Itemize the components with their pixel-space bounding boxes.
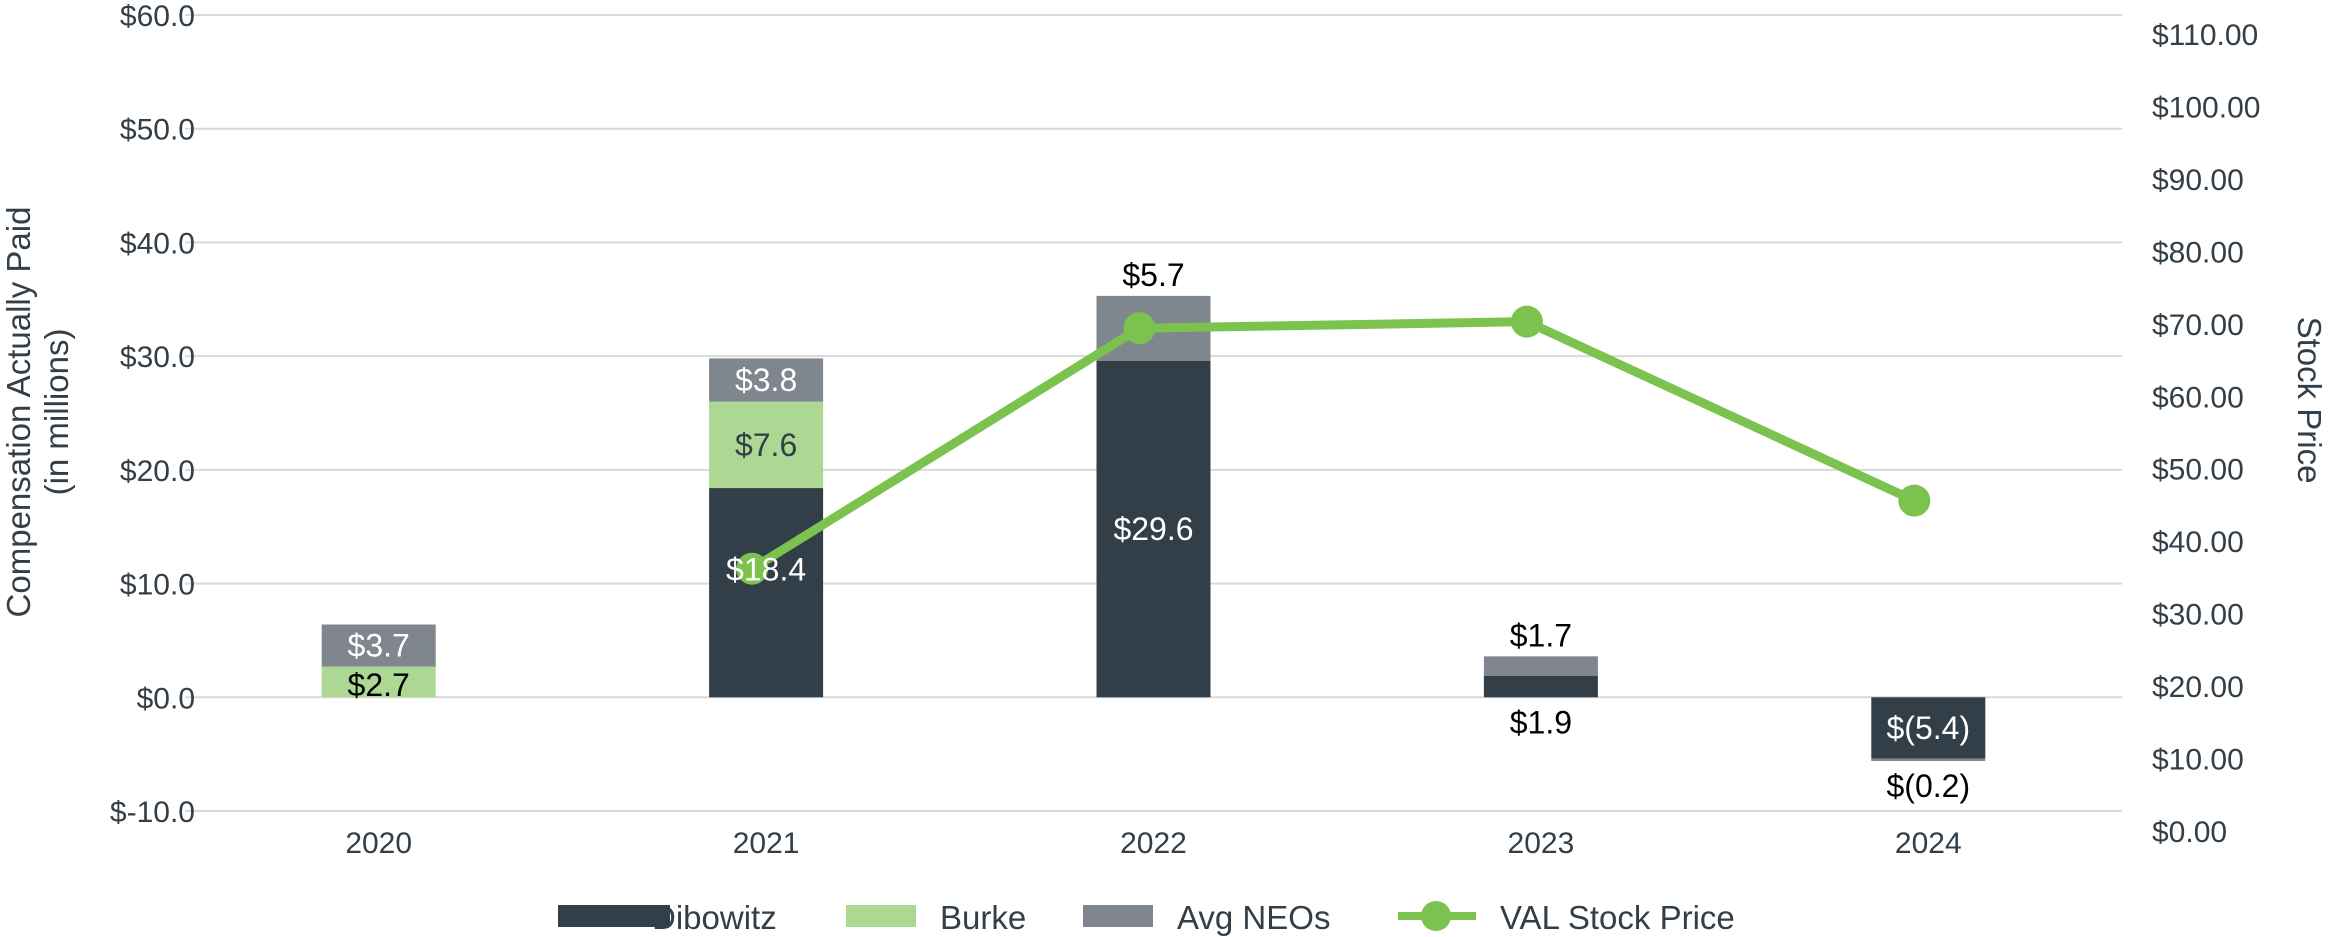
y-tick-label-7: $60.0 [120, 0, 195, 33]
x-tick-label-2024: 2024 [1895, 827, 1962, 860]
y-tick-label-5: $40.0 [120, 227, 195, 260]
y2-tick-label-6: $60.00 [2152, 381, 2244, 414]
y-tick-label-3: $20.0 [120, 455, 195, 488]
y-tick-label-1: $0.0 [137, 682, 195, 715]
y2-tick-label-0: $0.00 [2152, 816, 2227, 849]
x-tick-label-2023: 2023 [1508, 827, 1575, 860]
bar-avg-neos-2020 [321, 624, 436, 667]
bar-dibowitz-2022 [1096, 360, 1211, 698]
legend-label-avg-neos: Avg NEOs [1177, 899, 1330, 936]
data-label-dibowitz-2024: $(5.4) [1887, 710, 1971, 746]
y2-tick-label-8: $80.00 [2152, 236, 2244, 269]
stock-price-polyline [749, 317, 1917, 573]
legend-label-stock-price: VAL Stock Price [1500, 899, 1735, 936]
legend-swatch-dibowitz [558, 905, 670, 927]
y2-tick-label-2: $20.00 [2152, 671, 2244, 704]
y2-tick-label-11: $110.00 [2152, 19, 2258, 52]
stock-price-point-2 [1510, 305, 1543, 338]
stock-price-point-1 [1123, 312, 1156, 345]
data-label-avg-neos-2023: $1.7 [1510, 617, 1572, 653]
data-label-avg-neos-2020: $3.7 [348, 628, 410, 664]
y-tick-label-0: $-10.0 [110, 796, 195, 829]
bar-burke-2021 [709, 401, 824, 489]
y2-tick-label-1: $10.00 [2152, 744, 2244, 777]
data-label-dibowitz-2023: $1.9 [1510, 704, 1572, 740]
stock-price-point-3 [1898, 484, 1931, 517]
x-tick-label-2021: 2021 [733, 827, 800, 860]
y2-tick-label-9: $90.00 [2152, 164, 2244, 197]
data-label-burke-2021: $7.6 [735, 427, 797, 463]
y2-tick-label-4: $40.00 [2152, 526, 2244, 559]
data-label-burke-2020: $2.7 [348, 667, 410, 703]
y-axis-title-line2: (in millions) [38, 329, 75, 496]
legend-marker-stock-price [1421, 901, 1451, 931]
y2-tick-label-5: $50.00 [2152, 454, 2244, 487]
bar-avg-neos-2024 [1871, 758, 1986, 761]
x-tick-label-2020: 2020 [345, 827, 412, 860]
data-label-avg-neos-2021: $3.8 [735, 362, 797, 398]
bar-dibowitz-2024 [1871, 697, 1986, 759]
stock-price-line [736, 305, 1931, 585]
data-label-dibowitz-2021: $18.4 [726, 552, 806, 588]
left-axis-ticks: $-10.0 $0.0 $10.0 $20.0 $30.0 $40.0 $50.0 $60.0 [110, 0, 195, 829]
data-label-avg-neos-2022: $5.7 [1122, 257, 1184, 293]
legend-label-dibowitz: Dibowitz [652, 899, 777, 936]
y-tick-label-4: $30.0 [120, 341, 195, 374]
bar-dibowitz-2023 [1483, 675, 1598, 698]
y-axis-title: Compensation Actually Paid [0, 207, 37, 618]
legend: Dibowitz Burke Avg NEOs VAL Stock Price [558, 899, 1735, 936]
data-label-dibowitz-2022: $29.6 [1113, 511, 1193, 547]
bar-dibowitz-2021 [709, 488, 824, 698]
legend-swatch-avg-neos [1083, 905, 1153, 927]
legend-swatch-burke [846, 905, 916, 927]
x-tick-label-2022: 2022 [1120, 827, 1187, 860]
y2-tick-label-7: $70.00 [2152, 309, 2244, 342]
bar-avg-neos-2021 [709, 358, 824, 402]
data-labels: $2.7$3.7 $18.4 $7.6 $3.8 $29.6 $5.7 $1.9 $1.7 $(… [348, 257, 1971, 804]
data-label-avg-neos-2024: $(0.2) [1887, 768, 1971, 804]
stock-price-point-0 [736, 552, 769, 585]
bar-avg-neos-2023 [1483, 656, 1598, 676]
x-axis-ticks: 2020 2021 2022 2023 2024 [345, 827, 1961, 860]
y2-tick-label-10: $100.00 [2152, 91, 2260, 124]
y-tick-label-2: $10.0 [120, 569, 195, 602]
stacked-bars [321, 295, 1986, 761]
bar-burke-2020 [321, 666, 436, 698]
right-axis-ticks: $0.00 $10.00 $20.00 $30.00 $40.00 $50.00 $60.0… [2152, 19, 2260, 849]
y2-tick-label-3: $30.00 [2152, 599, 2244, 632]
y2-axis-title: Stock Price [2291, 317, 2328, 484]
y-tick-label-6: $50.0 [120, 114, 195, 147]
legend-label-burke: Burke [940, 899, 1026, 936]
